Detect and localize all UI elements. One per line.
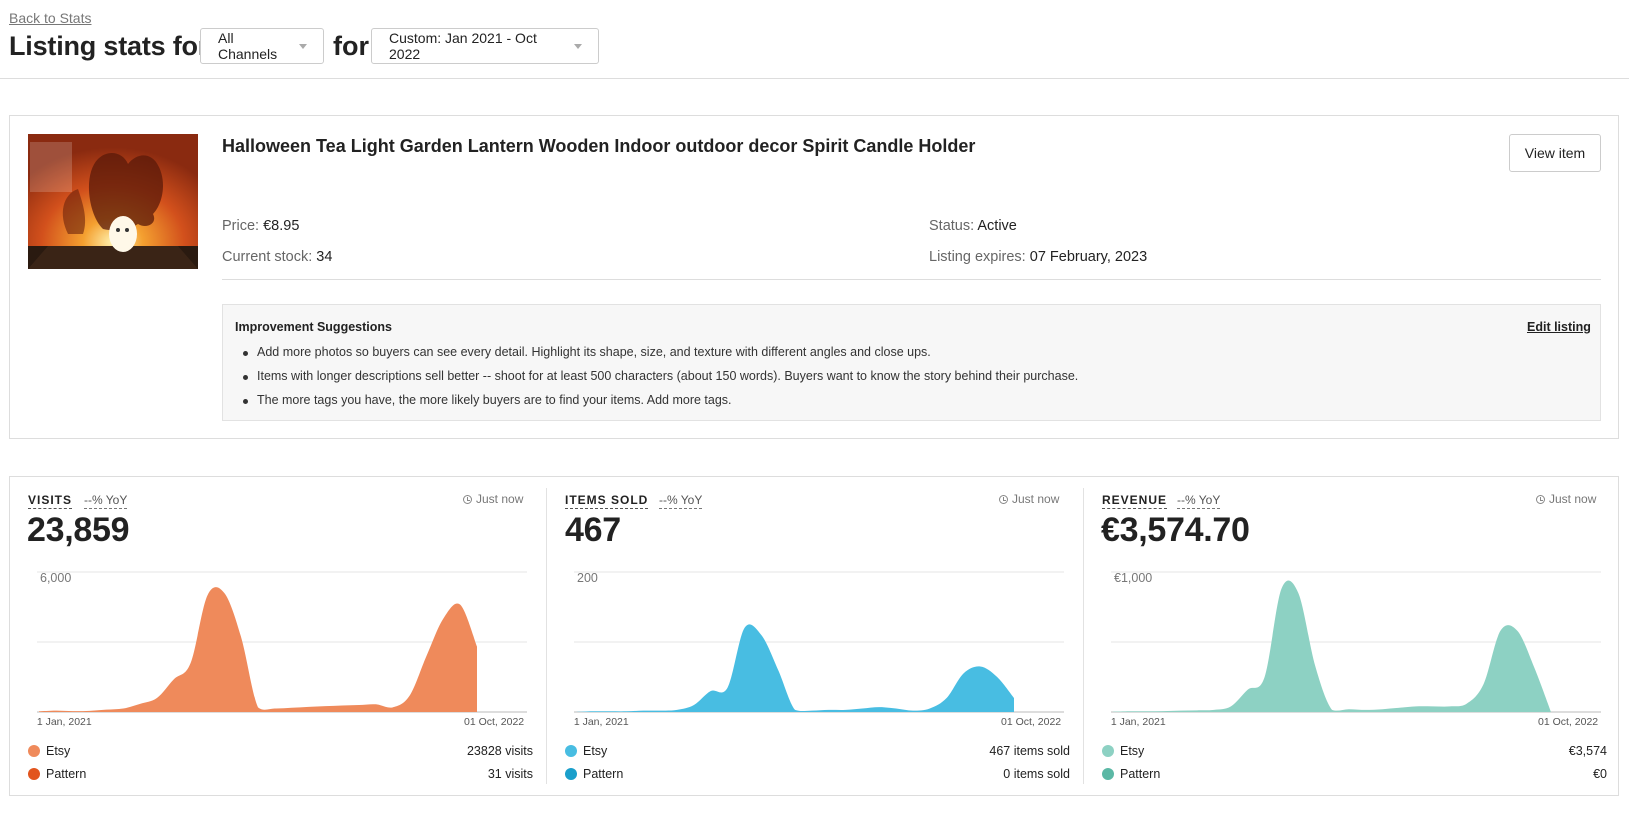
items-sold-updated-text: Just now — [1012, 492, 1060, 506]
x-tick-end: 01 Oct, 2022 — [1001, 716, 1061, 728]
legend-item-pattern: Pattern €0 — [1102, 767, 1607, 781]
channel-select-value: All Channels — [218, 30, 278, 62]
header-divider — [0, 78, 1629, 79]
legend-item-etsy: Etsy 23828 visits — [28, 744, 533, 758]
etsy-area-series — [39, 587, 477, 712]
legend-value: €3,574 — [1568, 744, 1607, 758]
legend-dot-icon — [28, 768, 40, 780]
listing-thumbnail[interactable] — [28, 134, 198, 269]
x-tick-start: 01 Jan, 2021 — [37, 716, 92, 728]
legend-item-pattern: Pattern 31 visits — [28, 767, 533, 781]
back-to-stats-link[interactable]: Back to Stats — [9, 10, 92, 26]
chevron-down-icon — [574, 43, 582, 49]
legend-name: Etsy — [46, 744, 71, 758]
legend-name: Etsy — [1120, 744, 1145, 758]
stock-value: 34 — [316, 249, 333, 265]
view-item-button[interactable]: View item — [1509, 134, 1601, 172]
legend-dot-icon — [1102, 768, 1114, 780]
status-label: Status: — [929, 218, 975, 234]
listing-title: Halloween Tea Light Garden Lantern Woode… — [222, 136, 976, 156]
clock-icon — [1536, 494, 1545, 504]
items-sold-yoy[interactable]: --% YoY — [659, 493, 703, 509]
expires-label: Listing expires: — [929, 249, 1026, 265]
visits-updated-text: Just now — [476, 492, 524, 506]
etsy-area-series — [576, 624, 1014, 712]
legend-dot-icon — [565, 745, 577, 757]
improvement-suggestions-panel — [222, 304, 1601, 421]
status-value: Active — [977, 218, 1017, 234]
revenue-yoy[interactable]: --% YoY — [1177, 493, 1221, 509]
legend-value: 467 items sold — [989, 744, 1070, 758]
for-label: for — [333, 31, 369, 61]
legend-name: Pattern — [583, 767, 624, 781]
legend-value: €0 — [1593, 767, 1607, 781]
price-label: Price: — [222, 218, 260, 234]
clock-icon — [999, 494, 1008, 504]
items-sold-total: 467 — [565, 511, 621, 549]
visits-total: 23,859 — [27, 511, 130, 549]
listing-photo-image — [28, 134, 198, 269]
suggestion-item: The more tags you have, the more likely … — [243, 393, 732, 407]
items-sold-updated: Just now — [999, 492, 1059, 506]
expires-value: 07 February, 2023 — [1029, 249, 1148, 265]
channel-select[interactable]: All Channels — [200, 28, 324, 64]
stats-card — [9, 476, 1619, 796]
etsy-area-series — [1113, 580, 1551, 712]
legend-item-etsy: Etsy 467 items sold — [565, 744, 1070, 758]
listing-card — [9, 115, 1619, 439]
y-tick-label: 200 — [577, 571, 598, 585]
legend-name: Pattern — [46, 767, 87, 781]
suggestion-item: Items with longer descriptions sell bett… — [242, 369, 1079, 383]
column-divider — [546, 488, 547, 784]
x-tick-end: 01 Oct, 2022 — [464, 716, 524, 728]
x-tick-start: 01 Jan, 2021 — [1111, 716, 1166, 728]
column-divider — [1083, 488, 1084, 784]
date-range-value: Custom: Jan 2021 - Oct 2022 — [389, 30, 537, 62]
stock-row: Current stock: 34 — [222, 249, 332, 265]
edit-listing-link[interactable]: Edit listing — [1527, 320, 1591, 334]
visits-label[interactable]: VISITS — [28, 493, 73, 509]
y-tick-label: 6,000 — [40, 571, 71, 585]
visits-yoy[interactable]: --% YoY — [84, 493, 128, 509]
visits-chart: 6,000 01 Jan, 2021 01 Oct, 2022 — [37, 571, 527, 728]
items-sold-label[interactable]: ITEMS SOLD — [565, 493, 649, 509]
visits-updated: Just now — [463, 492, 523, 506]
revenue-total: €3,574.70 — [1101, 511, 1250, 549]
stock-label: Current stock: — [222, 249, 313, 265]
legend-value: 23828 visits — [466, 744, 533, 758]
expires-row: Listing expires: 07 February, 2023 — [929, 249, 1147, 265]
suggestion-item: Add more photos so buyers can see every … — [243, 345, 931, 359]
legend-item-etsy: Etsy €3,574 — [1102, 744, 1607, 758]
legend-dot-icon — [28, 745, 40, 757]
legend-name: Pattern — [1120, 767, 1161, 781]
page-title: Listing stats for — [9, 31, 209, 61]
legend-dot-icon — [565, 768, 577, 780]
legend-dot-icon — [1102, 745, 1114, 757]
legend-name: Etsy — [583, 744, 608, 758]
revenue-updated: Just now — [1536, 492, 1596, 506]
revenue-chart: €1,000 01 Jan, 2021 01 Oct, 2022 — [1111, 571, 1601, 728]
chevron-down-icon — [299, 43, 307, 49]
x-tick-end: 01 Oct, 2022 — [1538, 716, 1598, 728]
revenue-label[interactable]: REVENUE — [1102, 493, 1168, 509]
legend-value: 31 visits — [487, 767, 533, 781]
status-row: Status: Active — [929, 218, 1017, 234]
legend-item-pattern: Pattern 0 items sold — [565, 767, 1070, 781]
y-tick-label: €1,000 — [1114, 571, 1152, 585]
legend-value: 0 items sold — [1003, 767, 1070, 781]
date-range-select[interactable]: Custom: Jan 2021 - Oct 2022 — [371, 28, 599, 64]
revenue-updated-text: Just now — [1549, 492, 1597, 506]
listing-meta-divider — [222, 279, 1601, 280]
price-row: Price: €8.95 — [222, 218, 299, 234]
items-sold-chart: 200 01 Jan, 2021 01 Oct, 2022 — [574, 571, 1064, 728]
suggestions-title: Improvement Suggestions — [235, 320, 392, 334]
x-tick-start: 01 Jan, 2021 — [574, 716, 629, 728]
price-value: €8.95 — [263, 218, 300, 234]
clock-icon — [463, 494, 472, 504]
